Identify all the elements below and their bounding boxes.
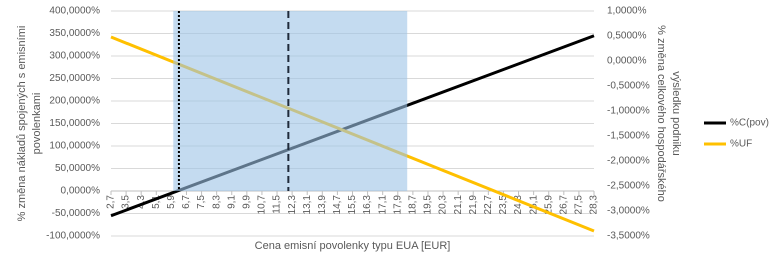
legend-label: %UF xyxy=(730,139,752,150)
x-tick-label: 21,9 xyxy=(468,195,479,215)
y2-tick-label: -0,5000% xyxy=(607,81,650,92)
y-tick-label: 50,0000% xyxy=(55,163,100,174)
x-tick-label: 18,7 xyxy=(408,195,419,215)
x-tick-label: 22,7 xyxy=(483,195,494,215)
y-axis-title: povolenkami xyxy=(31,93,43,155)
x-tick-label: 23,5 xyxy=(498,195,509,215)
y2-tick-label: -2,0000% xyxy=(607,156,650,167)
y-tick-label: 250,0000% xyxy=(49,73,100,84)
legend-label: %C(pov) xyxy=(730,118,769,129)
x-tick-label: 25,9 xyxy=(543,195,554,215)
y2-tick-label: 0,0000% xyxy=(607,56,647,67)
y-tick-label: 100,0000% xyxy=(49,141,100,152)
x-tick-label: 16,3 xyxy=(362,195,373,215)
y-tick-label: 400,0000% xyxy=(49,6,100,17)
x-tick-label: 5,9 xyxy=(166,195,177,209)
y2-tick-label: -3,0000% xyxy=(607,206,650,217)
y2-axis-title: % změna celkového hospodářského xyxy=(655,25,667,202)
x-tick-label: 7,5 xyxy=(196,195,207,209)
x-tick-label: 17,9 xyxy=(392,195,403,215)
x-tick-label: 9,1 xyxy=(226,195,237,209)
x-tick-label: 9,9 xyxy=(241,195,252,209)
x-tick-label: 13,9 xyxy=(317,195,328,215)
y-axis-title: % změna nákladů spojených s emisními xyxy=(16,26,28,222)
y-tick-label: -50,0000% xyxy=(52,208,100,219)
x-tick-label: 28,3 xyxy=(589,195,600,215)
x-tick-label: 19,5 xyxy=(423,195,434,215)
x-tick-label: 25,1 xyxy=(528,195,539,215)
y2-tick-label: 0,5000% xyxy=(607,31,647,42)
y2-tick-label: 1,0000% xyxy=(607,6,647,17)
y2-tick-label: -1,0000% xyxy=(607,106,650,117)
y-tick-label: 300,0000% xyxy=(49,51,100,62)
y-tick-label: 0,0000% xyxy=(61,186,101,197)
x-tick-label: 5,1 xyxy=(151,195,162,209)
y2-axis-title: výsledku podniku xyxy=(670,71,682,155)
x-tick-label: 11,5 xyxy=(272,195,283,214)
x-tick-label: 10,7 xyxy=(257,195,268,215)
x-tick-label: 3,5 xyxy=(121,195,132,209)
x-tick-label: 24,3 xyxy=(513,195,524,215)
y2-tick-label: -1,5000% xyxy=(607,131,650,142)
y2-tick-label: -2,5000% xyxy=(607,181,650,192)
x-tick-label: 27,5 xyxy=(574,195,585,215)
x-tick-label: 6,7 xyxy=(181,195,192,209)
x-tick-label: 21,1 xyxy=(453,195,464,215)
y-tick-label: 200,0000% xyxy=(49,96,100,107)
x-tick-label: 20,3 xyxy=(438,195,449,215)
x-tick-label: 2,7 xyxy=(106,195,117,209)
y-tick-label: -100,0000% xyxy=(46,231,100,242)
y2-tick-label: -3,5000% xyxy=(607,231,650,242)
x-tick-label: 8,3 xyxy=(211,195,222,209)
x-tick-label: 13,1 xyxy=(302,195,313,215)
x-tick-label: 26,7 xyxy=(558,195,569,215)
shaded-range xyxy=(173,11,408,191)
x-tick-label: 4,3 xyxy=(136,195,147,209)
x-tick-label: 12,3 xyxy=(287,195,298,215)
y-tick-label: 350,0000% xyxy=(49,28,100,39)
y-tick-label: 150,0000% xyxy=(49,118,100,129)
x-axis-title: Cena emisní povolenky typu EUA [EUR] xyxy=(255,240,451,252)
x-tick-label: 14,7 xyxy=(332,195,343,215)
x-tick-label: 17,1 xyxy=(377,195,388,215)
x-tick-label: 15,5 xyxy=(347,195,358,215)
